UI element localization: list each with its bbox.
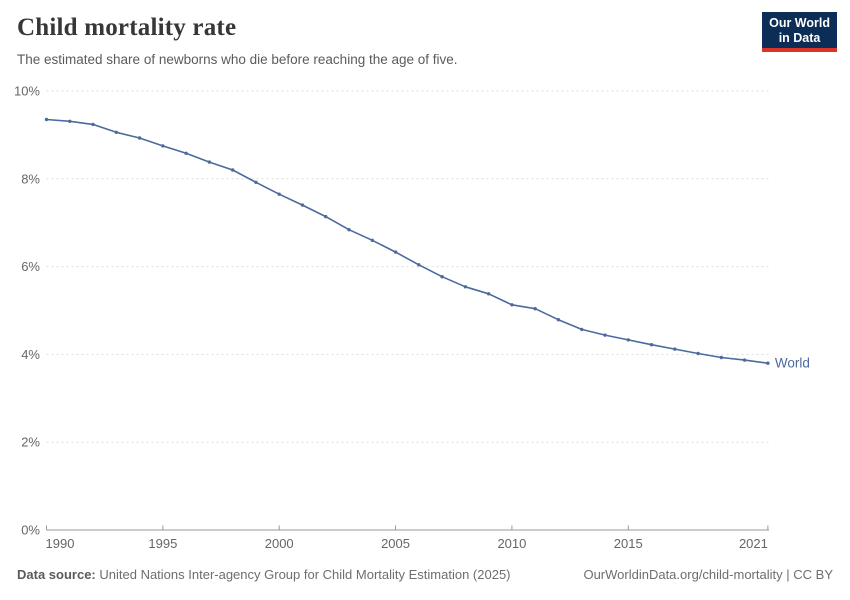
y-tick-label: 6% xyxy=(21,259,40,274)
data-point[interactable] xyxy=(393,250,398,254)
data-point[interactable] xyxy=(510,303,514,307)
data-point[interactable] xyxy=(486,292,491,296)
data-point[interactable] xyxy=(184,151,188,155)
data-point[interactable] xyxy=(603,333,607,337)
data-point[interactable] xyxy=(324,214,328,219)
owid-logo: Our World in Data xyxy=(762,12,837,52)
data-point[interactable] xyxy=(766,361,770,365)
data-point[interactable] xyxy=(91,122,95,127)
data-source-link[interactable]: United Nations Inter-agency Group for Ch… xyxy=(99,567,511,582)
chart-title: Child mortality rate xyxy=(17,14,237,41)
data-point[interactable] xyxy=(719,355,723,360)
data-point[interactable] xyxy=(300,203,305,207)
data-point[interactable] xyxy=(68,119,72,124)
data-point[interactable] xyxy=(254,180,258,184)
y-tick-label: 4% xyxy=(21,347,40,362)
footer-separator: | xyxy=(786,567,790,582)
data-point[interactable] xyxy=(440,275,444,279)
x-tick-label: 2010 xyxy=(497,536,526,551)
data-point[interactable] xyxy=(696,351,700,356)
data-point[interactable] xyxy=(556,318,561,322)
series-label-world[interactable]: World xyxy=(775,355,810,370)
data-point[interactable] xyxy=(626,338,630,342)
data-point[interactable] xyxy=(161,144,165,148)
chart-subtitle: The estimated share of newborns who die … xyxy=(17,52,458,67)
y-tick-label: 0% xyxy=(21,523,40,538)
data-source-label: Data source: xyxy=(17,567,96,582)
data-point[interactable] xyxy=(277,192,281,196)
data-point[interactable] xyxy=(231,168,235,172)
data-point[interactable] xyxy=(463,285,468,289)
y-tick-label: 2% xyxy=(21,435,40,450)
y-tick-label: 8% xyxy=(21,171,40,186)
x-tick-label: 1995 xyxy=(148,536,177,551)
x-tick-label: 1990 xyxy=(46,536,75,551)
footer-url-link[interactable]: OurWorldinData.org/child-mortality xyxy=(583,567,783,582)
data-point[interactable] xyxy=(673,347,677,351)
footer-license-link[interactable]: CC BY xyxy=(793,567,833,582)
data-point[interactable] xyxy=(533,307,537,311)
logo-line1: Our World xyxy=(769,16,830,30)
data-point[interactable] xyxy=(649,343,654,347)
data-point[interactable] xyxy=(347,228,351,232)
x-tick-label: 2000 xyxy=(265,536,294,551)
x-tick-label: 2015 xyxy=(614,536,643,551)
y-tick-label: 10% xyxy=(14,84,40,99)
data-point[interactable] xyxy=(207,160,212,164)
logo-line2: in Data xyxy=(778,31,821,45)
data-point[interactable] xyxy=(370,238,374,242)
x-tick-label: 2005 xyxy=(381,536,410,551)
series-line-world[interactable] xyxy=(45,118,769,365)
footer-links: OurWorldinData.org/child-mortality | CC … xyxy=(583,567,833,583)
footer-source: Data source: United Nations Inter-agency… xyxy=(17,567,511,583)
chart-footer: Data source: United Nations Inter-agency… xyxy=(17,567,833,583)
data-point[interactable] xyxy=(742,358,747,362)
x-tick-label: 2021 xyxy=(739,536,768,551)
data-point[interactable] xyxy=(137,136,142,140)
data-point[interactable] xyxy=(417,263,421,267)
data-point[interactable] xyxy=(44,117,49,122)
data-point[interactable] xyxy=(580,327,584,332)
data-point[interactable] xyxy=(114,130,119,134)
